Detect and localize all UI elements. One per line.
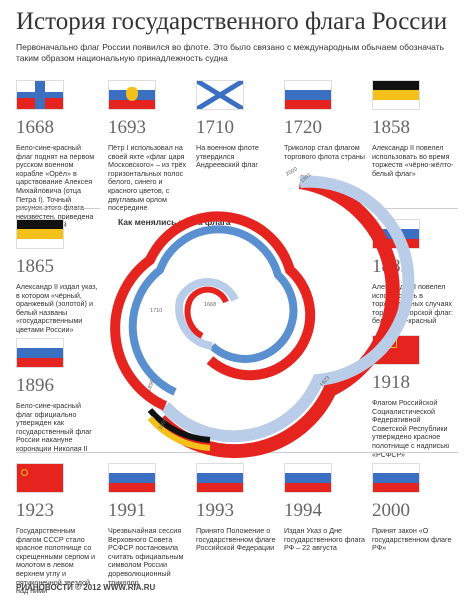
year-label: 1693 [108,117,146,138]
page-title: История государственного флага России [16,8,448,35]
flag-1991 [108,463,156,493]
entry-1865: 1865 Александр II издал указ, в котором … [16,219,98,335]
spiral-imperial-segment [147,408,211,443]
flag-1668 [16,80,64,110]
flag-1693 [108,80,156,110]
divider [372,208,458,209]
entry-desc: Чрезвычайная сессия Верховного Совета РС… [108,526,184,587]
spiral-year-label: 1710 [150,308,162,314]
entry-2000: 2000 Принят закон «О государственном фла… [372,463,454,553]
year-label: 1896 [16,375,54,396]
spiral-year-label: 1896 [146,379,156,393]
entry-1993: 1993 Принято Положение о государственном… [196,463,278,553]
entry-desc: Принят закон «О государственном флаге РФ… [372,526,452,553]
flag-1896 [16,338,64,368]
year-label: 1994 [284,500,322,521]
flag-1923 [16,463,64,493]
entry-1710: 1710 На военном флоте утвердился Андреев… [196,80,278,170]
spiral-year-label: 2000 [285,166,299,177]
spiral-year-label: 1865 [158,417,169,431]
flag-1994 [284,463,332,493]
year-label: 1865 [16,256,54,277]
year-label: 1858 [372,117,410,138]
entry-1991: 1991 Чрезвычайная сессия Верховного Сове… [108,463,190,587]
st-andrew-cross-icon [197,81,243,109]
entry-desc: Государственным флагом СССР стало красно… [16,526,96,596]
hammer-sickle-icon [21,469,28,476]
eagle-icon [126,87,138,101]
year-label: 1991 [108,500,146,521]
entry-desc: Триколор стал флагом торгового флота стр… [284,143,365,161]
entry-desc: Флагом Российской Социалистической Федер… [372,398,450,459]
divider [16,208,100,209]
flag-2000 [372,463,420,493]
page-subtitle: Первоначально флаг России появился во фл… [16,42,445,63]
year-label: 1918 [372,372,410,393]
spiral-blue-outer [160,175,415,443]
entry-1923: 1923 Государственным флагом СССР стало к… [16,463,98,596]
entry-desc: Бело-сине-красный флаг официально утверж… [16,401,92,453]
flag-1710 [196,80,244,110]
spiral-red-mid [110,211,316,411]
spiral-imperial-segment-gold [147,416,211,451]
entry-desc: Александр II повелел использовать во вре… [372,143,454,178]
year-label: 1923 [16,500,54,521]
spiral-year-label: 1668 [204,302,216,308]
flag-1858 [372,80,420,110]
year-label: 2000 [372,500,410,521]
flag-1865 [16,219,64,249]
spiral-inner [175,278,239,350]
year-label: 1720 [284,117,322,138]
entry-desc: Издан Указ о Дне государственного флага … [284,526,366,553]
copyright-label: © 2012 WWW.RIA.RU [75,583,156,592]
footer: РИАНОВОСТИ © 2012 WWW.RIA.RU [16,583,155,592]
flag-1993 [196,463,244,493]
entry-desc: Александр II издал указ, в котором «чёрн… [16,282,98,334]
spiral-blue-mid [128,225,298,396]
entry-desc: Принято Положение о государственном флаг… [196,526,276,553]
entry-desc: На военном флоте утвердился Андреевский … [196,143,259,170]
entry-1858: 1858 Александр II повелел использовать в… [372,80,454,178]
entry-1994: 1994 Издан Указ о Дне государственного ф… [284,463,366,553]
entry-1693: 1693 Пётр I использовал на своей яхте «ф… [108,80,190,213]
year-label: 1993 [196,500,234,521]
entry-1896: 1896 Бело-сине-красный флаг официально у… [16,338,98,454]
entry-desc: Пётр I использовал на своей яхте «флаг ц… [108,143,187,213]
year-label: 1710 [196,117,234,138]
entry-1720: 1720 Триколор стал флагом торгового флот… [284,80,366,161]
flag-1720 [284,80,332,110]
ria-logo: РИАНОВОСТИ [16,583,73,592]
spiral-title: Как менялись цвета флага [118,217,231,227]
spiral-inner-red [184,286,229,339]
year-label: 1668 [16,117,54,138]
